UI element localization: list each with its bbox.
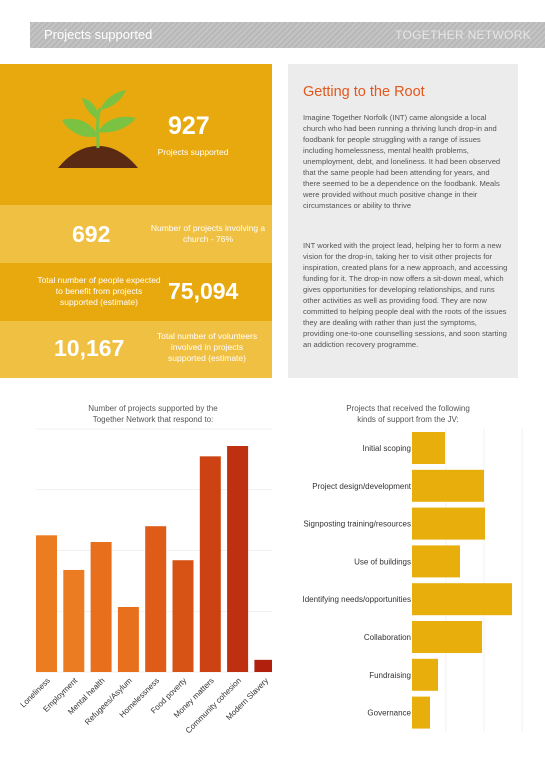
- bar-food-poverty: [172, 560, 194, 672]
- y-tick-label: Identifying needs/opportunities: [302, 595, 411, 604]
- people-count: 75,094: [168, 278, 239, 304]
- bar-use-of-buildings: [412, 545, 460, 578]
- people-stat: Total number of people expected to benef…: [0, 263, 272, 321]
- case-study-title: Getting to the Root: [303, 84, 425, 100]
- bar-loneliness: [36, 535, 57, 672]
- brand-name: TOGETHER NETWORK: [395, 28, 531, 42]
- bar-governance: [412, 696, 430, 729]
- x-tick-label: Refugees/Asylum: [83, 676, 134, 727]
- bar-fundraising: [412, 658, 438, 691]
- bar-identifying-needs-opportunities: [412, 583, 512, 616]
- case-study-paragraph-1: Imagine Together Norfolk (INT) came alon…: [303, 113, 501, 210]
- bar-community-cohesion: [227, 446, 249, 672]
- church-label: Number of projects involving a church - …: [150, 223, 266, 244]
- bar-collaboration: [412, 621, 482, 653]
- bar-employment: [63, 569, 85, 672]
- y-tick-label: Use of buildings: [354, 557, 411, 566]
- y-tick-label: Collaboration: [364, 633, 411, 642]
- volunteers-stat: 10,167 Total number of volunteers involv…: [0, 321, 272, 378]
- page-title: Projects supported: [44, 27, 153, 42]
- people-label: Total number of people expected to benef…: [37, 275, 161, 307]
- support-chart-title: Projects that received the following kin…: [346, 404, 470, 424]
- y-tick-label: Project design/development: [312, 482, 412, 491]
- bar-homelessness: [145, 526, 167, 672]
- bar-modern-slavery: [254, 659, 272, 672]
- page-header: Projects supported TOGETHER NETWORK: [30, 22, 545, 48]
- bar-refugees-asylum: [117, 606, 139, 672]
- stats-panel: 927 Projects supported 692 Number of pro…: [0, 64, 272, 378]
- bar-money-matters: [199, 456, 221, 672]
- projects-stat: 927 Projects supported: [0, 64, 272, 205]
- y-tick-label: Signposting training/resources: [303, 520, 411, 529]
- church-stat: 692 Number of projects involving a churc…: [0, 205, 272, 263]
- bar-initial-scoping: [412, 432, 445, 464]
- volunteers-label: Total number of volunteers involved in p…: [156, 331, 258, 363]
- case-study-paragraph-2: INT worked with the project lead, helpin…: [303, 241, 508, 349]
- volunteers-count: 10,167: [54, 335, 125, 361]
- church-count: 692: [72, 221, 111, 247]
- bar-project-design-development: [412, 469, 484, 502]
- bar-mental-health: [90, 541, 112, 672]
- issues-chart-title: Number of projects supported by the Toge…: [88, 404, 218, 424]
- y-tick-label: Governance: [367, 709, 411, 718]
- y-tick-label: Initial scoping: [363, 444, 411, 453]
- plant-icon: [58, 90, 138, 168]
- projects-count: 927: [168, 112, 210, 140]
- projects-label: Projects supported: [157, 147, 229, 157]
- case-study: Getting to the Root Imagine Together Nor…: [288, 64, 518, 378]
- bar-signposting-training-resources: [412, 507, 485, 540]
- support-bar-chart: Initial scoping Project design/developmen…: [302, 428, 523, 732]
- y-tick-label: Fundraising: [369, 671, 411, 680]
